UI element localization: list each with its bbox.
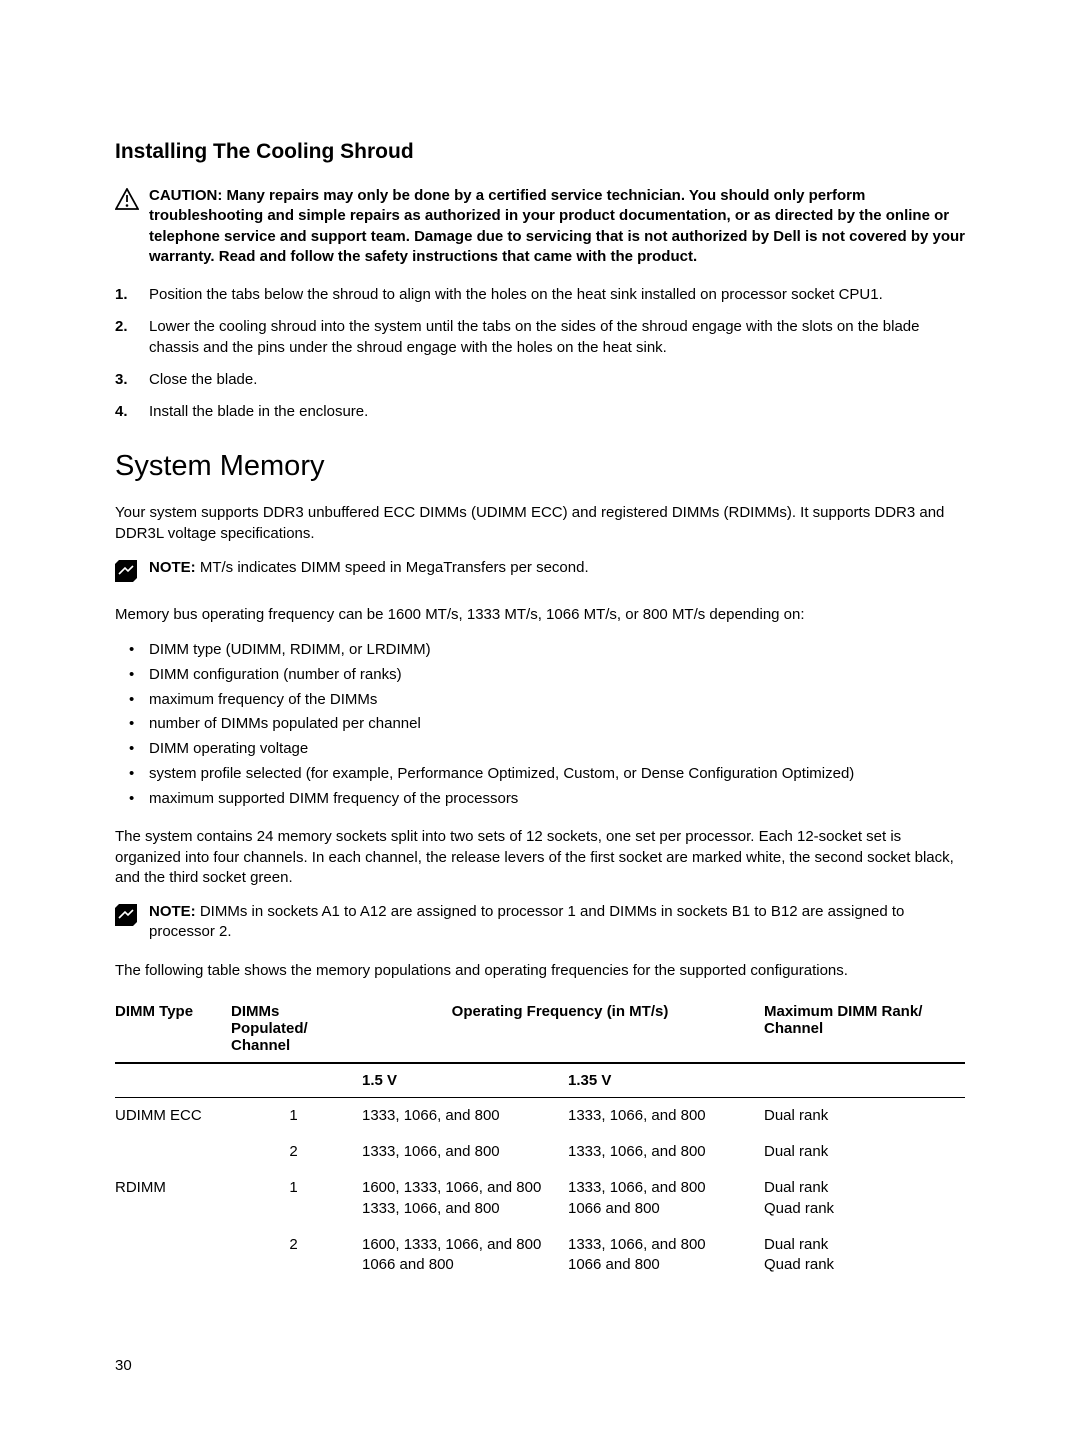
step-number: 1. xyxy=(115,285,149,305)
table-subheader-row: 1.5 V 1.35 V xyxy=(115,1063,965,1098)
td-type xyxy=(115,1227,231,1284)
step-3: 3. Close the blade. xyxy=(115,370,965,390)
step-text: Close the blade. xyxy=(149,370,965,390)
paragraph-table-intro: The following table shows the memory pop… xyxy=(115,961,965,981)
note-text: NOTE: DIMMs in sockets A1 to A12 are ass… xyxy=(149,902,965,943)
list-item: DIMM configuration (number of ranks) xyxy=(149,664,965,686)
section-heading-installing-shroud: Installing The Cooling Shroud xyxy=(115,140,965,164)
table-row: UDIMM ECC 1 1333, 1066, and 800 1333, 10… xyxy=(115,1097,965,1134)
page-number: 30 xyxy=(115,1357,132,1374)
td-rank: Dual rank xyxy=(764,1097,965,1134)
list-item: DIMM operating voltage xyxy=(149,738,965,760)
th-rank: Maximum DIMM Rank/ Channel xyxy=(764,995,965,1063)
td-rank: Dual rank xyxy=(764,1134,965,1170)
step-number: 2. xyxy=(115,317,149,358)
td-135v: 1333, 1066, and 800 1066 and 800 xyxy=(568,1170,764,1227)
td-populated: 1 xyxy=(231,1097,362,1134)
th-populated: DIMMs Populated/ Channel xyxy=(231,995,362,1063)
list-item: maximum frequency of the DIMMs xyxy=(149,689,965,711)
note-text: NOTE: MT/s indicates DIMM speed in MegaT… xyxy=(149,558,965,578)
td-type: RDIMM xyxy=(115,1170,231,1227)
table-row: 2 1600, 1333, 1066, and 800 1066 and 800… xyxy=(115,1227,965,1284)
td-populated: 2 xyxy=(231,1134,362,1170)
memory-config-table-wrap: DIMM Type DIMMs Populated/ Channel Opera… xyxy=(115,995,965,1284)
page: Installing The Cooling Shroud CAUTION: M… xyxy=(0,0,1080,1434)
list-item: system profile selected (for example, Pe… xyxy=(149,763,965,785)
note-box-1: NOTE: MT/s indicates DIMM speed in MegaT… xyxy=(115,558,965,587)
td-15v: 1600, 1333, 1066, and 800 1066 and 800 xyxy=(362,1227,568,1284)
caution-icon xyxy=(115,188,143,215)
step-text: Position the tabs below the shroud to al… xyxy=(149,285,965,305)
memory-config-table: DIMM Type DIMMs Populated/ Channel Opera… xyxy=(115,995,965,1284)
th-blank xyxy=(115,1063,231,1098)
td-populated: 2 xyxy=(231,1227,362,1284)
caution-label: CAUTION: xyxy=(149,187,222,204)
th-dimm-type: DIMM Type xyxy=(115,995,231,1063)
th-15v: 1.5 V xyxy=(362,1063,568,1098)
section-heading-system-memory: System Memory xyxy=(115,450,965,483)
note-body-text: MT/s indicates DIMM speed in MegaTransfe… xyxy=(200,559,589,576)
caution-body-text: Many repairs may only be done by a certi… xyxy=(149,187,965,265)
td-rank: Dual rank Quad rank xyxy=(764,1170,965,1227)
th-blank xyxy=(764,1063,965,1098)
table-row: RDIMM 1 1600, 1333, 1066, and 800 1333, … xyxy=(115,1170,965,1227)
td-15v: 1600, 1333, 1066, and 800 1333, 1066, an… xyxy=(362,1170,568,1227)
paragraph-24-sockets: The system contains 24 memory sockets sp… xyxy=(115,827,965,888)
step-text: Install the blade in the enclosure. xyxy=(149,402,965,422)
note-icon xyxy=(115,560,143,587)
paragraph-memory-intro: Your system supports DDR3 unbuffered ECC… xyxy=(115,503,965,544)
td-15v: 1333, 1066, and 800 xyxy=(362,1097,568,1134)
caution-text: CAUTION: Many repairs may only be done b… xyxy=(149,186,965,267)
step-number: 4. xyxy=(115,402,149,422)
step-number: 3. xyxy=(115,370,149,390)
note-body-text: DIMMs in sockets A1 to A12 are assigned … xyxy=(149,903,904,940)
td-135v: 1333, 1066, and 800 1066 and 800 xyxy=(568,1227,764,1284)
td-type: UDIMM ECC xyxy=(115,1097,231,1134)
td-type xyxy=(115,1134,231,1170)
install-steps: 1. Position the tabs below the shroud to… xyxy=(115,285,965,422)
note-label: NOTE: xyxy=(149,903,196,920)
freq-factors-list: DIMM type (UDIMM, RDIMM, or LRDIMM) DIMM… xyxy=(115,639,965,809)
table-row: 2 1333, 1066, and 800 1333, 1066, and 80… xyxy=(115,1134,965,1170)
th-blank xyxy=(231,1063,362,1098)
paragraph-bus-freq: Memory bus operating frequency can be 16… xyxy=(115,605,965,625)
note-icon xyxy=(115,904,143,931)
table-header-row: DIMM Type DIMMs Populated/ Channel Opera… xyxy=(115,995,965,1063)
step-1: 1. Position the tabs below the shroud to… xyxy=(115,285,965,305)
list-item: number of DIMMs populated per channel xyxy=(149,713,965,735)
td-15v: 1333, 1066, and 800 xyxy=(362,1134,568,1170)
td-135v: 1333, 1066, and 800 xyxy=(568,1097,764,1134)
td-populated: 1 xyxy=(231,1170,362,1227)
step-2: 2. Lower the cooling shroud into the sys… xyxy=(115,317,965,358)
th-opfreq: Operating Frequency (in MT/s) xyxy=(362,995,764,1063)
td-rank: Dual rank Quad rank xyxy=(764,1227,965,1284)
list-item: maximum supported DIMM frequency of the … xyxy=(149,788,965,810)
td-135v: 1333, 1066, and 800 xyxy=(568,1134,764,1170)
note-label: NOTE: xyxy=(149,559,196,576)
list-item: DIMM type (UDIMM, RDIMM, or LRDIMM) xyxy=(149,639,965,661)
th-135v: 1.35 V xyxy=(568,1063,764,1098)
step-text: Lower the cooling shroud into the system… xyxy=(149,317,965,358)
caution-box: CAUTION: Many repairs may only be done b… xyxy=(115,186,965,267)
step-4: 4. Install the blade in the enclosure. xyxy=(115,402,965,422)
note-box-2: NOTE: DIMMs in sockets A1 to A12 are ass… xyxy=(115,902,965,943)
